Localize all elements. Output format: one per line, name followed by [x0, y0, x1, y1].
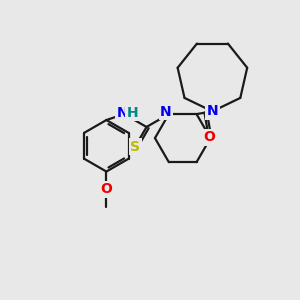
Text: N: N — [160, 105, 172, 119]
Text: O: O — [203, 130, 214, 144]
Text: N: N — [207, 104, 218, 118]
Text: S: S — [130, 140, 140, 154]
Text: H: H — [126, 106, 138, 120]
Text: N: N — [116, 106, 128, 120]
Text: O: O — [100, 182, 112, 197]
